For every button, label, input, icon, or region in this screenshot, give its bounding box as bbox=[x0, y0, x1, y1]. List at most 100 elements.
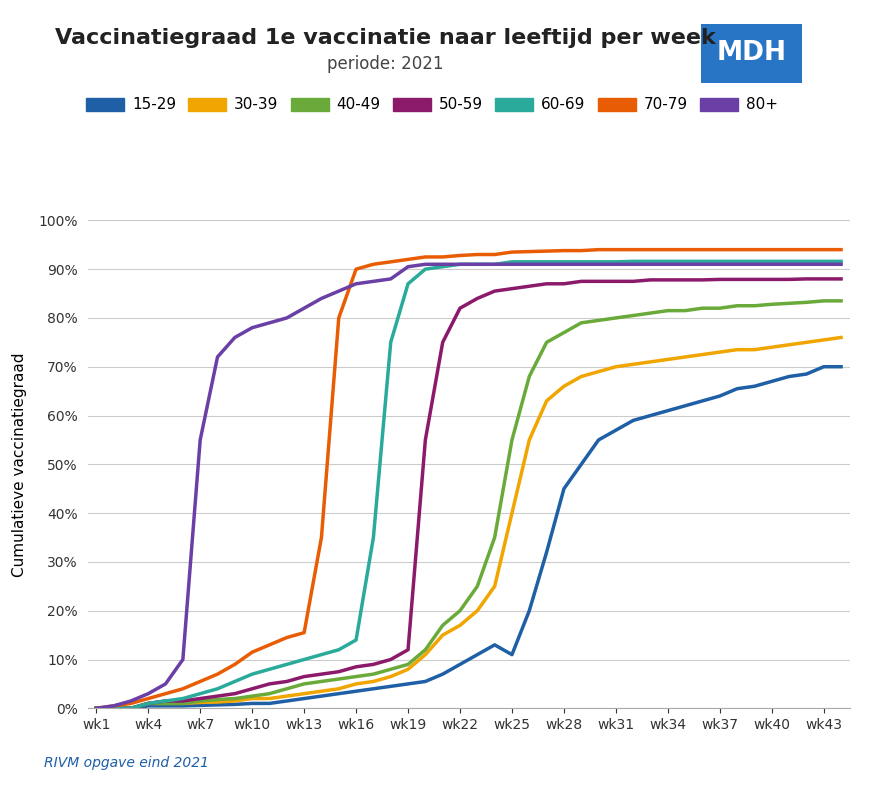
60-69 bbox=[178, 694, 188, 704]
60-69 bbox=[836, 257, 846, 266]
50-59 bbox=[593, 277, 604, 286]
Line: 80+: 80+ bbox=[96, 264, 841, 708]
15-29 bbox=[715, 391, 725, 401]
30-39 bbox=[143, 699, 153, 708]
70-79 bbox=[125, 699, 136, 708]
60-69 bbox=[281, 660, 292, 669]
15-29 bbox=[281, 696, 292, 706]
50-59 bbox=[559, 279, 569, 289]
30-39 bbox=[506, 508, 517, 518]
Text: RIVM opgave eind 2021: RIVM opgave eind 2021 bbox=[44, 756, 208, 770]
40-49 bbox=[541, 338, 552, 347]
80+ bbox=[506, 260, 517, 269]
60-69 bbox=[490, 260, 500, 269]
80+ bbox=[749, 260, 759, 269]
50-59 bbox=[472, 294, 483, 303]
80+ bbox=[91, 704, 102, 713]
70-79 bbox=[385, 257, 396, 267]
80+ bbox=[265, 318, 275, 327]
50-59 bbox=[731, 275, 742, 284]
80+ bbox=[628, 260, 639, 269]
15-29 bbox=[766, 377, 777, 386]
30-39 bbox=[697, 349, 708, 359]
30-39 bbox=[766, 342, 777, 352]
40-49 bbox=[731, 301, 742, 310]
60-69 bbox=[766, 257, 777, 266]
80+ bbox=[420, 260, 431, 269]
70-79 bbox=[818, 245, 829, 254]
70-79 bbox=[628, 245, 639, 254]
30-39 bbox=[125, 704, 136, 713]
15-29 bbox=[455, 660, 465, 669]
40-49 bbox=[265, 689, 275, 698]
50-59 bbox=[524, 282, 534, 291]
Text: periode: 2021: periode: 2021 bbox=[328, 55, 443, 73]
60-69 bbox=[697, 257, 708, 266]
70-79 bbox=[662, 245, 673, 254]
30-39 bbox=[109, 704, 119, 713]
Y-axis label: Cumulatieve vaccinatiegraad: Cumulatieve vaccinatiegraad bbox=[12, 352, 27, 577]
15-29 bbox=[784, 371, 795, 381]
50-59 bbox=[697, 275, 708, 285]
70-79 bbox=[178, 684, 188, 693]
70-79 bbox=[143, 694, 153, 704]
40-49 bbox=[334, 674, 344, 684]
30-39 bbox=[784, 340, 795, 349]
60-69 bbox=[559, 257, 569, 267]
Text: MDH: MDH bbox=[717, 40, 786, 66]
15-29 bbox=[731, 384, 742, 394]
50-59 bbox=[178, 696, 188, 706]
50-59 bbox=[299, 672, 309, 682]
50-59 bbox=[715, 275, 725, 284]
60-69 bbox=[265, 664, 275, 674]
70-79 bbox=[749, 245, 759, 254]
15-29 bbox=[212, 700, 223, 710]
60-69 bbox=[299, 655, 309, 664]
15-29 bbox=[143, 701, 153, 711]
15-29 bbox=[593, 435, 604, 445]
40-49 bbox=[160, 699, 171, 708]
80+ bbox=[403, 262, 413, 272]
15-29 bbox=[125, 704, 136, 713]
40-49 bbox=[125, 704, 136, 713]
60-69 bbox=[160, 696, 171, 706]
15-29 bbox=[350, 686, 361, 696]
60-69 bbox=[524, 257, 534, 267]
40-49 bbox=[247, 691, 258, 700]
60-69 bbox=[472, 260, 483, 269]
30-39 bbox=[212, 697, 223, 707]
30-39 bbox=[524, 435, 534, 445]
15-29 bbox=[316, 691, 327, 700]
Line: 60-69: 60-69 bbox=[96, 261, 841, 708]
50-59 bbox=[611, 277, 621, 286]
30-39 bbox=[420, 650, 431, 660]
40-49 bbox=[628, 311, 639, 320]
40-49 bbox=[593, 316, 604, 325]
60-69 bbox=[247, 670, 258, 679]
30-39 bbox=[91, 704, 102, 713]
50-59 bbox=[195, 694, 206, 704]
50-59 bbox=[265, 679, 275, 689]
30-39 bbox=[593, 367, 604, 376]
50-59 bbox=[334, 667, 344, 676]
30-39 bbox=[646, 357, 656, 367]
50-59 bbox=[230, 689, 240, 698]
40-49 bbox=[437, 621, 448, 630]
40-49 bbox=[350, 672, 361, 682]
15-29 bbox=[247, 699, 258, 708]
80+ bbox=[784, 260, 795, 269]
60-69 bbox=[143, 699, 153, 708]
50-59 bbox=[818, 274, 829, 283]
60-69 bbox=[195, 689, 206, 698]
40-49 bbox=[490, 533, 500, 542]
70-79 bbox=[766, 245, 777, 254]
30-39 bbox=[749, 345, 759, 354]
40-49 bbox=[420, 645, 431, 655]
50-59 bbox=[403, 645, 413, 655]
30-39 bbox=[230, 696, 240, 706]
40-49 bbox=[715, 304, 725, 313]
60-69 bbox=[576, 257, 587, 267]
50-59 bbox=[541, 279, 552, 289]
15-29 bbox=[368, 684, 378, 693]
15-29 bbox=[506, 650, 517, 660]
